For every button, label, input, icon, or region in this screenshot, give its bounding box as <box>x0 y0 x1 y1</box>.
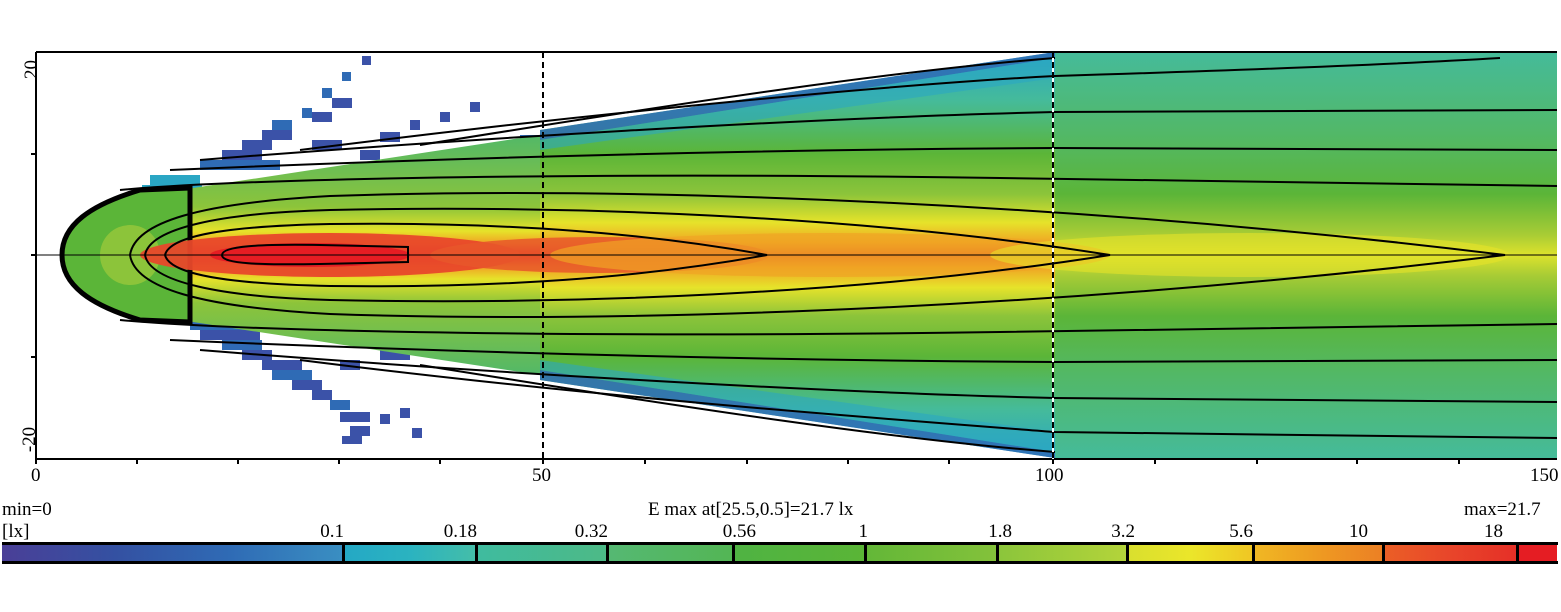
emax-label: E max at[25.5,0.5]=21.7 lx <box>648 499 854 520</box>
heatmap-plot <box>31 51 1557 464</box>
colorbar-tick-0.18: 0.18 <box>443 521 477 542</box>
colorbar-segment-0.32-0.56 <box>606 542 734 564</box>
colorbar-tick-5.6: 5.6 <box>1229 521 1253 542</box>
colorbar-tick-3.2: 3.2 <box>1111 521 1135 542</box>
colorbar-tick-0.1: 0.1 <box>320 521 344 542</box>
colorbar-segment-3.2-5.6 <box>1126 542 1254 564</box>
colorbar-segment-10-18 <box>1382 542 1518 564</box>
colorbar-tick-1.8: 1.8 <box>988 521 1012 542</box>
x-tick-label-150: 150 <box>1530 465 1559 486</box>
colorbar-segment-1-1.8 <box>864 542 998 564</box>
colorbar-segment-0-0.1 <box>2 545 344 561</box>
colorbar-segment-5.6-10 <box>1252 542 1384 564</box>
x-tick-label-0: 0 <box>31 465 41 486</box>
x-tick-label-50: 50 <box>532 465 551 486</box>
max-label: max=21.7 <box>1464 499 1541 520</box>
colorbar-segment-18-max <box>1516 542 1557 564</box>
colorbar-segment-0.18-0.32 <box>475 542 608 564</box>
contour-lines <box>119 57 1557 453</box>
colorbar-tick-10: 10 <box>1349 521 1368 542</box>
y-tick-label-bottom: -20 <box>19 426 41 453</box>
unit-label: [lx] <box>2 521 30 542</box>
colorbar-segment-1.8-3.2 <box>996 542 1128 564</box>
colorbar-tick-1: 1 <box>858 521 869 542</box>
colorbar-tick-0.32: 0.32 <box>574 521 608 542</box>
colorbar-tick-18: 18 <box>1484 521 1503 542</box>
min-label: min=0 <box>2 499 52 520</box>
y-tick-label-top: 20 <box>21 60 42 79</box>
colorbar-segment-0.56-1 <box>732 542 866 564</box>
colorbar-tick-0.56: 0.56 <box>722 521 756 542</box>
colorbar-segment-0.1-0.18 <box>342 542 477 564</box>
axes <box>31 51 1557 464</box>
x-tick-label-100: 100 <box>1035 465 1064 486</box>
colorbar <box>2 542 1558 564</box>
